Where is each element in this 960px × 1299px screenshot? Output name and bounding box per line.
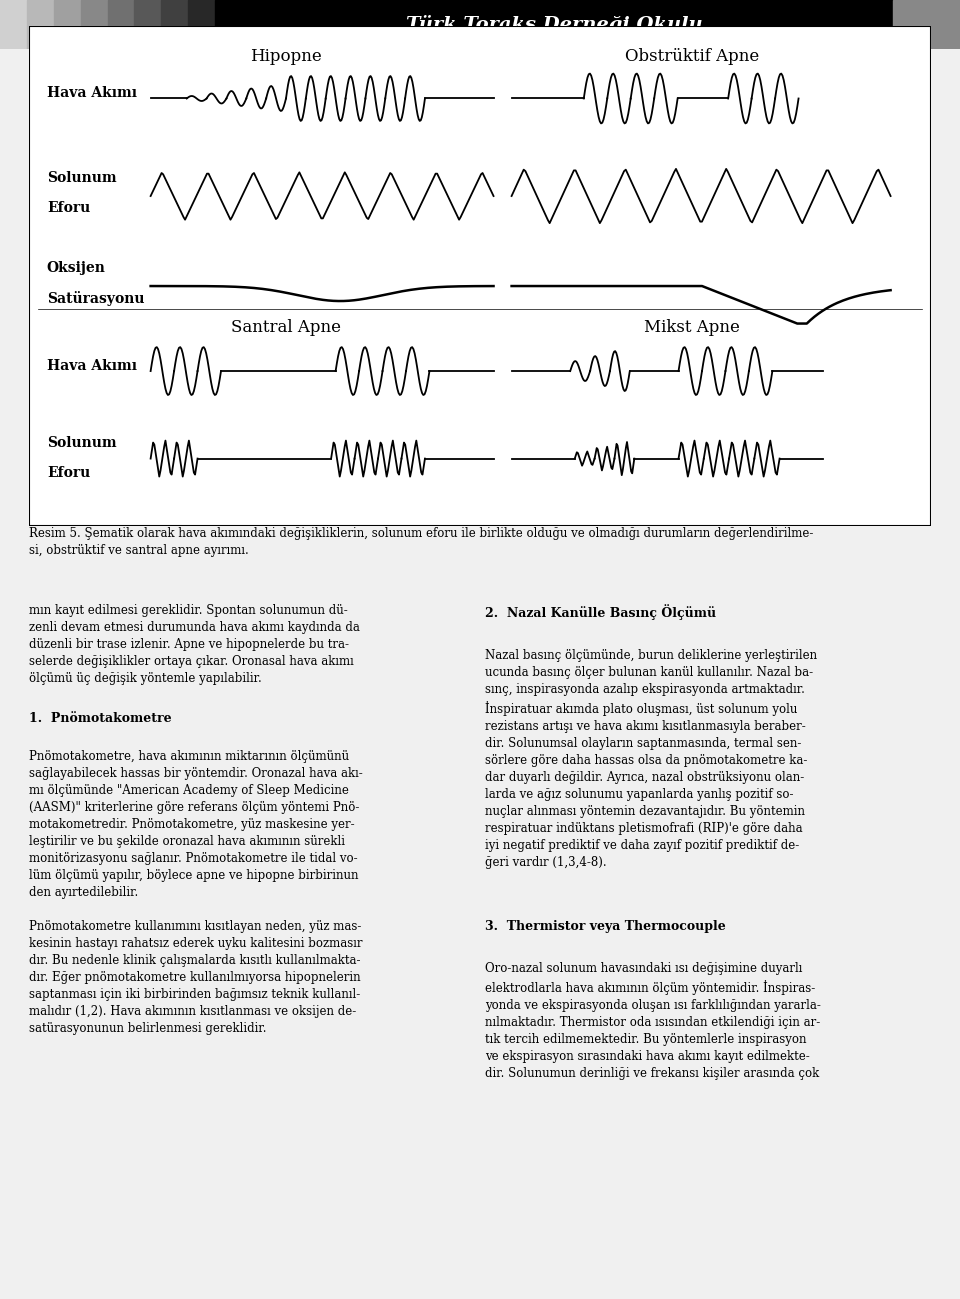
Text: Hipopne: Hipopne	[251, 48, 322, 65]
Text: Oro-nazal solunum havasındaki ısı değişimine duyarlı
elektrodlarla hava akımının: Oro-nazal solunum havasındaki ısı değişi…	[485, 963, 821, 1079]
Text: Pnömotakometre, hava akımının miktarının ölçümünü
sağlayabilecek hassas bir yönt: Pnömotakometre, hava akımının miktarının…	[29, 750, 363, 1035]
Text: Eforu: Eforu	[47, 201, 90, 216]
Text: Satürasyonu: Satürasyonu	[47, 291, 144, 307]
Text: Obstrüktif Apne: Obstrüktif Apne	[625, 48, 759, 65]
Text: Eforu: Eforu	[47, 466, 90, 481]
Text: Resim 5. Şematik olarak hava akımındaki değişikliklerin, solunum eforu ile birli: Resim 5. Şematik olarak hava akımındaki …	[29, 527, 813, 557]
Text: Oksijen: Oksijen	[47, 261, 106, 275]
Bar	[54, 0, 81, 49]
Bar	[27, 0, 54, 49]
Text: mın kayıt edilmesi gereklidir. Spontan solunumun dü-
zenli devam etmesi durumund: mın kayıt edilmesi gereklidir. Spontan s…	[29, 604, 360, 685]
Bar	[0, 0, 27, 49]
Text: 2.  Nazal Kanülle Basınç Ölçümü: 2. Nazal Kanülle Basınç Ölçümü	[485, 604, 716, 620]
Text: Solunum: Solunum	[47, 171, 116, 184]
Text: Nazal basınç ölçümünde, burun deliklerine yerleştirilen
ucunda basınç ölçer bulu: Nazal basınç ölçümünde, burun deliklerin…	[485, 650, 817, 869]
Bar	[161, 0, 188, 49]
Text: Santral Apne: Santral Apne	[231, 318, 341, 335]
Bar	[81, 0, 108, 49]
Text: 1.  Pnömotakometre: 1. Pnömotakometre	[29, 712, 172, 725]
Text: Hava Akımı: Hava Akımı	[47, 86, 137, 100]
Text: 3.  Thermistor veya Thermocouple: 3. Thermistor veya Thermocouple	[485, 920, 726, 933]
Bar	[215, 0, 893, 49]
Bar	[188, 0, 215, 49]
Text: Türk Toraks Derneği Okulu: Türk Toraks Derneği Okulu	[406, 16, 702, 34]
Bar	[893, 0, 960, 49]
Text: Solunum: Solunum	[47, 436, 116, 449]
Bar	[134, 0, 161, 49]
Text: Hava Akımı: Hava Akımı	[47, 359, 137, 373]
Text: Mikst Apne: Mikst Apne	[644, 318, 740, 335]
Bar	[108, 0, 134, 49]
